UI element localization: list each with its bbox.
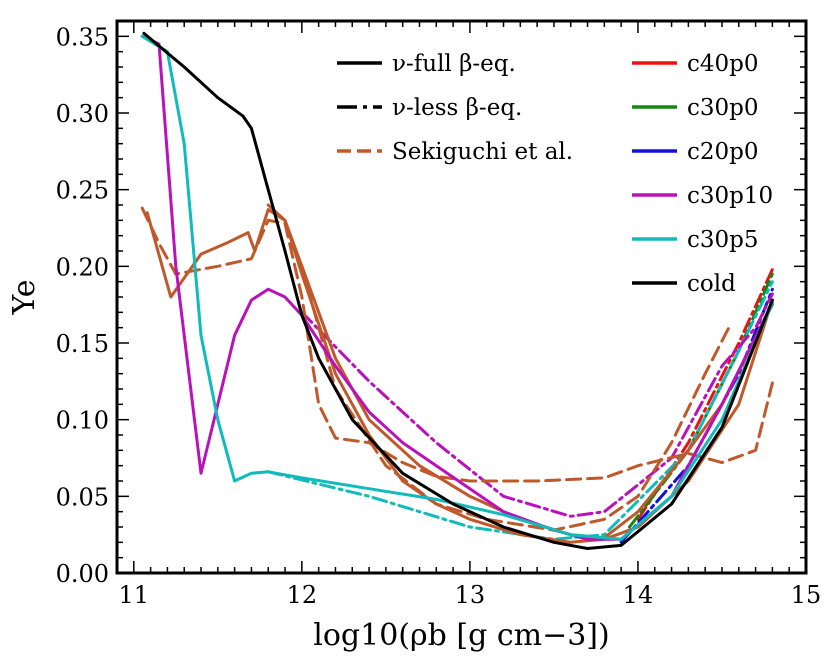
y-tick-label-7: 0.35 [56, 23, 109, 51]
legend-right-label-4: c30p5 [687, 227, 759, 253]
legend-left-label-0: ν-full β-eq. [392, 51, 516, 77]
x-axis-label: log10(ρb [g cm−3]) [313, 618, 609, 653]
y-axis-label: Ye [7, 280, 42, 316]
series-line-10 [140, 34, 774, 541]
x-tick-label-4: 15 [791, 581, 822, 609]
legend-left: ν-full β-eq. ν-less β-eq. Sekiguchi et al. [337, 51, 573, 165]
y-tick-label-4: 0.20 [56, 253, 109, 281]
x-tick-label-2: 13 [455, 581, 486, 609]
series-line-8 [266, 203, 774, 540]
ticks-layer [116, 20, 807, 574]
y-tick-label-6: 0.30 [56, 100, 109, 128]
legend-right-label-1: c30p0 [687, 95, 759, 121]
x-tick-label-1: 12 [287, 581, 318, 609]
series-line-9 [140, 34, 774, 541]
y-tick-labels: 0.00 0.05 0.10 0.15 0.20 0.25 0.30 0.35 [56, 23, 109, 588]
legend-left-label-2: Sekiguchi et al. [392, 139, 573, 165]
y-tick-label-1: 0.05 [56, 483, 109, 511]
legend-right-label-0: c40p0 [687, 51, 759, 77]
y-tick-label-5: 0.25 [56, 177, 109, 205]
legend-right: c40p0 c30p0 c20p0 c30p10 c30p5 cold [632, 51, 773, 297]
legend-right-label-5: cold [687, 271, 736, 297]
series-line-5 [140, 206, 774, 483]
x-tick-label-3: 14 [623, 581, 654, 609]
x-tick-label-0: 11 [119, 581, 150, 609]
series-line-7 [145, 208, 774, 544]
series-line-4 [300, 292, 774, 518]
legend-left-label-1: ν-less β-eq. [392, 95, 522, 121]
series-line-11 [142, 31, 774, 550]
y-tick-label-0: 0.00 [56, 560, 109, 588]
y-tick-label-2: 0.10 [56, 407, 109, 435]
x-tick-labels: 11 12 13 14 15 [119, 581, 822, 609]
series-layer [140, 31, 774, 550]
legend-right-label-2: c20p0 [687, 139, 759, 165]
y-tick-label-3: 0.15 [56, 330, 109, 358]
legend-right-label-3: c30p10 [687, 183, 773, 209]
